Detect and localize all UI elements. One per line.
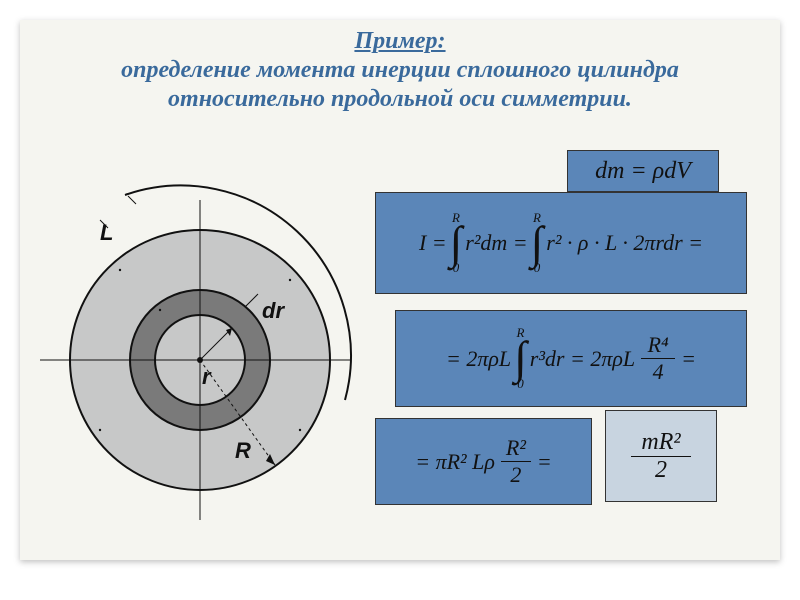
title-line2: определение момента инерции сплошного ци…	[20, 57, 780, 84]
label-L: L	[100, 220, 113, 246]
equation-area: dm = ρdV I = R ∫ 0 r²dm = R ∫ 0 r² · ρ ·…	[370, 150, 765, 540]
label-R: R	[235, 438, 251, 464]
eq-result-1: = πR² Lρ R² 2 =	[375, 418, 592, 505]
slide: Пример: определение момента инерции спло…	[20, 20, 780, 560]
diagram-svg	[40, 180, 360, 520]
eq-integral-1: I = R ∫ 0 r²dm = R ∫ 0 r² · ρ · L · 2πrd…	[375, 192, 747, 294]
eq-result-final: mR² 2	[605, 410, 717, 502]
label-r: r	[202, 364, 211, 390]
L-tick2	[128, 196, 136, 204]
title-line3: относительно продольной оси симметрии.	[20, 86, 780, 113]
label-dr: dr	[262, 298, 284, 324]
title-block: Пример: определение момента инерции спло…	[20, 28, 780, 113]
eq0-text: dm = ρdV	[595, 158, 691, 185]
eq-integral-2: = 2πρL R ∫ 0 r³dr = 2πρL R⁴ 4 =	[395, 310, 747, 407]
cylinder-diagram: L dr r R	[40, 180, 360, 510]
title-line1: Пример:	[20, 28, 780, 55]
eq-dm: dm = ρdV	[567, 150, 719, 192]
